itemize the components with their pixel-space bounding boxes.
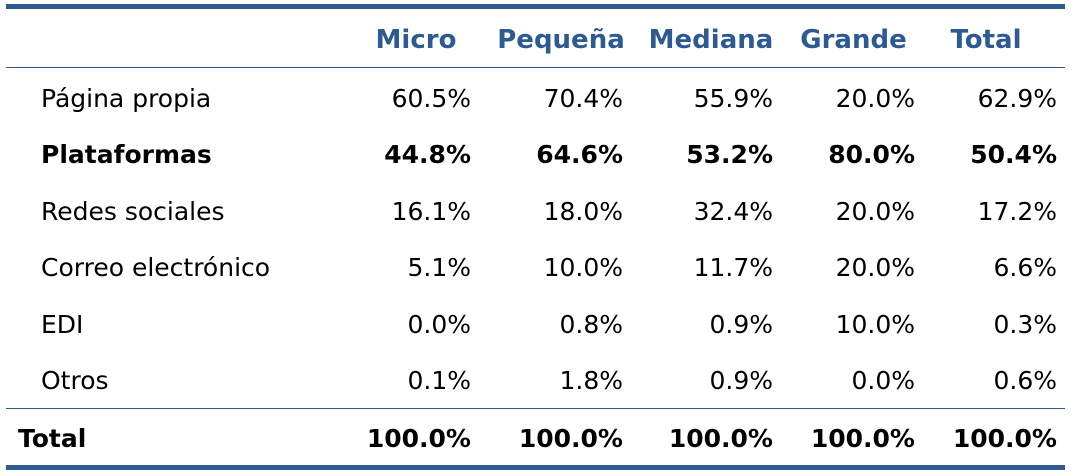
- cell-mediana: 55.9%: [693, 83, 773, 113]
- total-grande: 100.0%: [810, 423, 915, 453]
- total-micro: 100.0%: [366, 423, 471, 453]
- cell-mediana: 0.9%: [709, 365, 773, 395]
- table-row: Redes sociales 16.1% 18.0% 32.4% 20.0% 1…: [6, 183, 1065, 239]
- cell-pequena: 70.4%: [543, 83, 623, 113]
- cell-micro: 0.0%: [407, 309, 471, 339]
- table-row: Página propia 60.5% 70.4% 55.9% 20.0% 62…: [6, 70, 1065, 126]
- cell-micro: 44.8%: [384, 139, 471, 169]
- column-header-grande: Grande: [800, 25, 907, 55]
- table-row: Otros 0.1% 1.8% 0.9% 0.0% 0.6%: [6, 352, 1065, 408]
- cell-pequena: 1.8%: [559, 365, 623, 395]
- header-row: Micro Pequeña Mediana Grande Total: [6, 12, 1065, 68]
- cell-micro: 16.1%: [391, 196, 471, 226]
- column-header-total: Total: [950, 25, 1022, 55]
- total-pequena: 100.0%: [518, 423, 623, 453]
- table-row: Correo electrónico 5.1% 10.0% 11.7% 20.0…: [6, 239, 1065, 295]
- total-rule: [6, 408, 1065, 409]
- row-label: Página propia: [41, 83, 212, 113]
- cell-total: 6.6%: [993, 252, 1057, 282]
- cell-total: 0.6%: [993, 365, 1057, 395]
- cell-mediana: 53.2%: [686, 139, 773, 169]
- top-rule: [6, 4, 1065, 9]
- total-total: 100.0%: [952, 423, 1057, 453]
- bottom-rule: [6, 465, 1065, 470]
- cell-micro: 60.5%: [391, 83, 471, 113]
- cell-total: 62.9%: [977, 83, 1057, 113]
- cell-grande: 20.0%: [835, 252, 915, 282]
- total-label: Total: [18, 423, 87, 453]
- cell-total: 50.4%: [970, 139, 1057, 169]
- header-rule: [6, 67, 1065, 68]
- cell-mediana: 0.9%: [709, 309, 773, 339]
- total-row: Total 100.0% 100.0% 100.0% 100.0% 100.0%: [6, 410, 1065, 466]
- cell-total: 0.3%: [993, 309, 1057, 339]
- table-row: EDI 0.0% 0.8% 0.9% 10.0% 0.3%: [6, 296, 1065, 352]
- cell-total: 17.2%: [977, 196, 1057, 226]
- data-table: Micro Pequeña Mediana Grande Total Págin…: [6, 0, 1067, 474]
- row-label: Redes sociales: [41, 196, 225, 226]
- cell-grande: 80.0%: [828, 139, 915, 169]
- table-row: Plataformas 44.8% 64.6% 53.2% 80.0% 50.4…: [6, 126, 1065, 182]
- cell-pequena: 0.8%: [559, 309, 623, 339]
- cell-mediana: 11.7%: [693, 252, 773, 282]
- row-label: Otros: [41, 365, 109, 395]
- cell-micro: 0.1%: [407, 365, 471, 395]
- cell-pequena: 10.0%: [543, 252, 623, 282]
- cell-grande: 20.0%: [835, 196, 915, 226]
- cell-grande: 10.0%: [835, 309, 915, 339]
- cell-pequena: 64.6%: [536, 139, 623, 169]
- row-label: EDI: [41, 309, 84, 339]
- total-mediana: 100.0%: [668, 423, 773, 453]
- cell-grande: 20.0%: [835, 83, 915, 113]
- column-header-pequena: Pequeña: [497, 25, 625, 55]
- cell-micro: 5.1%: [407, 252, 471, 282]
- cell-pequena: 18.0%: [543, 196, 623, 226]
- row-label: Correo electrónico: [41, 252, 271, 282]
- row-label: Plataformas: [41, 139, 212, 169]
- cell-mediana: 32.4%: [693, 196, 773, 226]
- cell-grande: 0.0%: [851, 365, 915, 395]
- column-header-mediana: Mediana: [648, 25, 774, 55]
- column-header-micro: Micro: [375, 25, 457, 55]
